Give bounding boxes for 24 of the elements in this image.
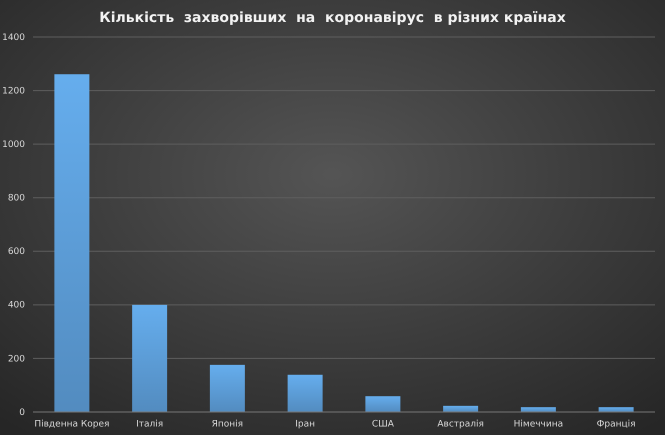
y-tick-label: 1200 — [2, 86, 26, 96]
x-tick-label: Франція — [596, 419, 636, 430]
y-tick-label: 1000 — [2, 140, 26, 150]
x-tick-label: США — [372, 419, 395, 430]
x-tick-label: Німеччина — [514, 419, 564, 430]
bar — [520, 407, 556, 412]
y-tick-label: 600 — [8, 247, 26, 258]
y-tick-label: 200 — [8, 354, 26, 364]
bar — [132, 304, 168, 412]
bar — [598, 407, 634, 412]
x-tick-label: Південна Корея — [34, 419, 110, 430]
bar — [288, 374, 323, 412]
bar — [365, 396, 400, 412]
x-tick-label: Австралія — [437, 419, 484, 430]
x-tick-label: Японія — [212, 419, 244, 430]
x-tick-label: Італія — [136, 419, 164, 430]
y-tick-label: 800 — [8, 194, 26, 204]
bar — [210, 364, 245, 412]
y-tick-label: 400 — [8, 300, 26, 311]
bar — [54, 74, 90, 412]
y-tick-label: 0 — [19, 408, 26, 418]
x-tick-label: Іран — [295, 419, 316, 430]
y-tick-label: 1400 — [2, 32, 26, 43]
chart-title: Кількість захворівших на коронавірус в різних країнах — [99, 10, 566, 26]
